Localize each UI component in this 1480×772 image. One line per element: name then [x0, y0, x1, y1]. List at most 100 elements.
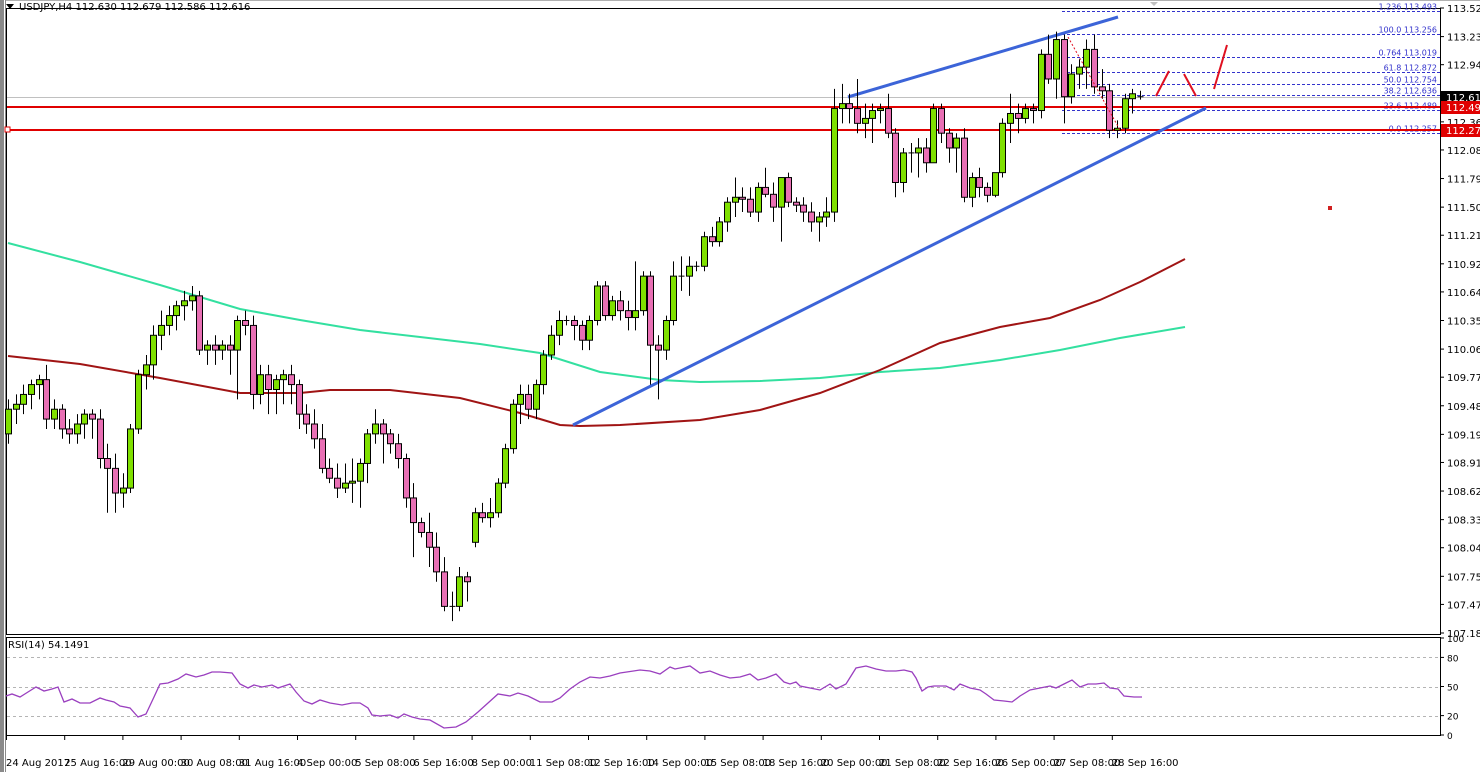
candle-body	[632, 310, 639, 319]
candle	[984, 182, 991, 203]
candle-body	[892, 132, 899, 183]
candle-body	[1045, 53, 1052, 80]
candle	[823, 197, 830, 227]
candle-body	[846, 103, 853, 110]
candle	[602, 281, 609, 321]
candle	[456, 566, 463, 612]
price-tick-label: 112.080	[1447, 146, 1480, 157]
time-tick-label: 11 Sep 08:00	[530, 758, 597, 769]
candle-body	[464, 576, 471, 583]
candle-body	[219, 344, 226, 351]
candle-body	[556, 320, 563, 336]
candle	[143, 355, 150, 390]
candle-body	[495, 482, 502, 514]
candle	[678, 256, 685, 291]
candle	[441, 557, 448, 612]
candle-body	[1122, 98, 1129, 129]
candle	[257, 364, 264, 405]
candle	[311, 409, 318, 449]
candle	[219, 340, 226, 360]
dropdown-triangle-icon[interactable]	[6, 4, 14, 9]
fibonacci-levels: 1.236 113.493 100.0 113.256 0.764 113.019 6…	[1062, 3, 1440, 134]
candle-body	[143, 364, 150, 376]
candle	[189, 285, 196, 311]
candle	[556, 310, 563, 346]
candle	[663, 315, 670, 360]
candle	[999, 118, 1006, 178]
candle	[464, 571, 471, 602]
candle	[617, 290, 624, 321]
candle	[693, 261, 700, 272]
fib-label: 50.0 112.754	[1384, 76, 1437, 85]
candle-body	[617, 300, 624, 312]
candlesticks	[5, 31, 1144, 622]
rsi-tick-label: 100	[1447, 635, 1464, 645]
candle	[173, 300, 180, 331]
horizontal-support-lines[interactable]	[4, 106, 1440, 133]
candle	[418, 517, 425, 538]
candle	[670, 261, 677, 326]
candle-body	[181, 300, 188, 307]
candle-body	[403, 458, 410, 499]
candle-body	[89, 413, 96, 420]
candle	[495, 478, 502, 518]
candle	[778, 177, 785, 242]
window-border	[0, 0, 4, 772]
candle	[961, 128, 968, 203]
candle	[36, 374, 43, 400]
candle	[319, 424, 326, 474]
candle	[127, 424, 134, 494]
candle	[296, 379, 303, 429]
candle	[793, 197, 800, 213]
candle	[1129, 88, 1136, 114]
candle-body	[441, 571, 448, 607]
candle-body	[36, 379, 43, 386]
candle	[158, 310, 165, 351]
price-tick-label: 108.910	[1447, 458, 1480, 469]
candle	[908, 143, 915, 173]
time-tick-label: 27 Sep 08:00	[1054, 758, 1121, 769]
candle	[625, 300, 632, 331]
candle-body	[334, 477, 341, 489]
rsi-panel-frame	[6, 637, 1441, 736]
candle-body	[862, 117, 869, 124]
price-tick-label: 107.470	[1447, 600, 1480, 611]
candle	[449, 591, 456, 622]
candle	[196, 290, 203, 356]
candle-body	[212, 344, 219, 351]
candle	[1061, 34, 1068, 124]
candle	[1137, 90, 1144, 100]
candle	[831, 88, 838, 222]
candle	[930, 103, 937, 164]
price-tick-label: 108.330	[1447, 516, 1480, 527]
trendlines[interactable]	[572, 15, 1207, 427]
candle-body	[120, 487, 127, 494]
candle-body	[953, 137, 960, 149]
candle	[877, 103, 884, 124]
candle-body	[625, 310, 632, 319]
rsi-indicator: 100 80 50 20 0	[5, 635, 1464, 742]
candle	[357, 458, 364, 508]
scenario-arrows	[1067, 2, 1332, 210]
candle	[609, 295, 616, 321]
candle-body	[280, 374, 287, 381]
fib-label: 61.8 112.872	[1384, 64, 1437, 73]
candle	[586, 315, 593, 351]
candle	[816, 212, 823, 242]
candle	[349, 458, 356, 503]
price-tick-label: 107.180	[1447, 629, 1480, 640]
candle	[632, 261, 639, 331]
price-tick-label: 111.790	[1447, 175, 1480, 186]
candle-body	[487, 512, 494, 519]
candle	[992, 172, 999, 198]
candle-body	[930, 108, 937, 164]
fib-label: 0.764 113.019	[1378, 49, 1437, 58]
candle	[372, 409, 379, 444]
candle-body	[395, 443, 402, 460]
candle	[242, 310, 249, 336]
price-tick-label: 113.520	[1447, 4, 1480, 15]
candle-body	[288, 374, 295, 386]
scenario-leg-1	[1155, 70, 1170, 97]
